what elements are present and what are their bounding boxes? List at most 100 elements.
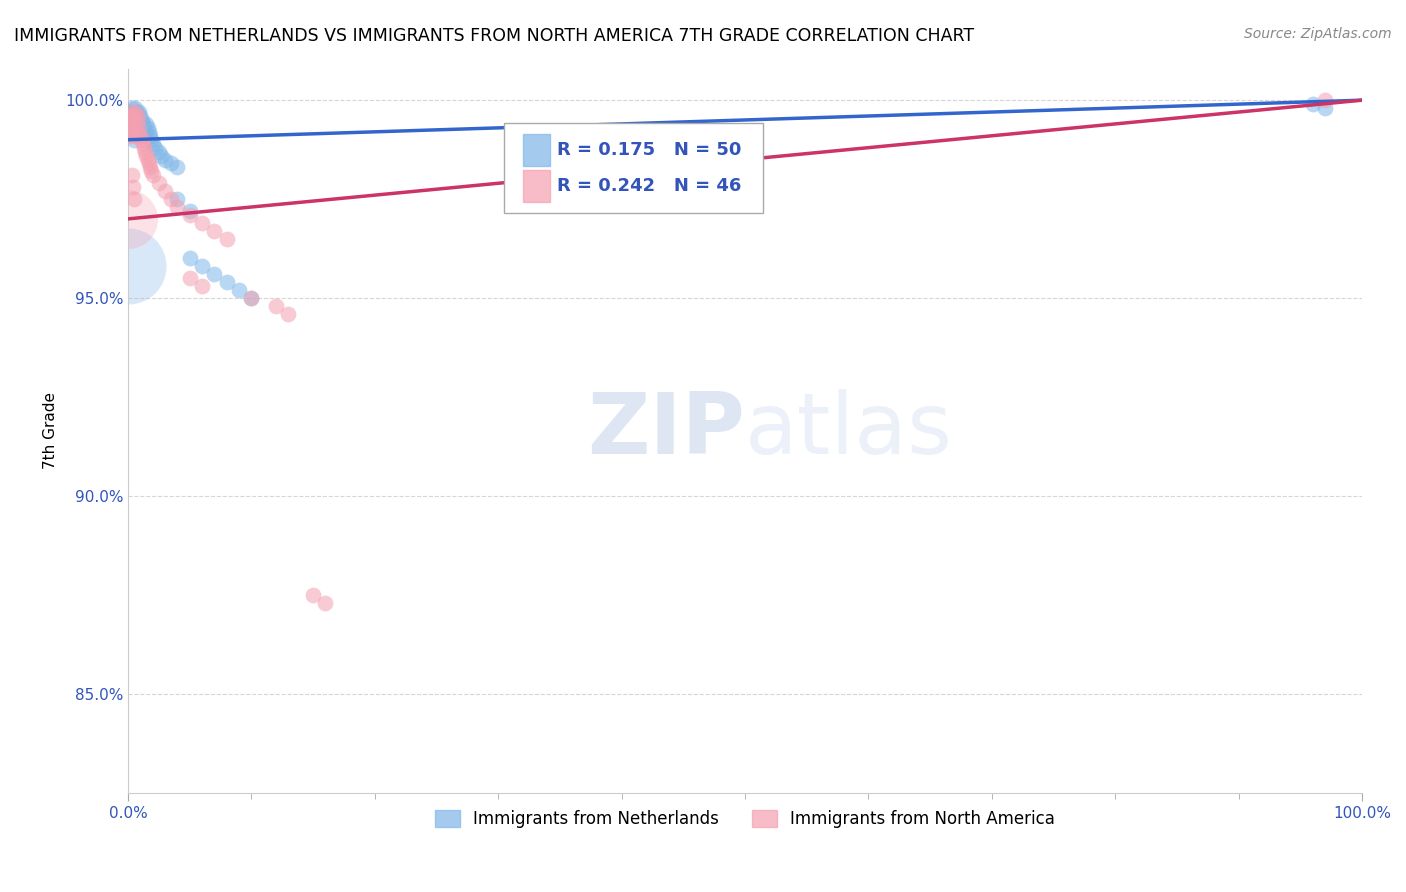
Immigrants from Netherlands bbox=[150, 148, 173, 162]
Immigrants from North America bbox=[191, 279, 214, 293]
Immigrants from North America bbox=[124, 120, 146, 135]
Immigrants from Netherlands bbox=[129, 109, 152, 123]
Immigrants from North America bbox=[124, 105, 146, 120]
Immigrants from Netherlands bbox=[138, 125, 160, 139]
Immigrants from North America bbox=[121, 180, 143, 194]
Immigrants from North America bbox=[121, 105, 143, 120]
Immigrants from North America bbox=[160, 192, 183, 206]
Immigrants from North America bbox=[134, 145, 156, 159]
Immigrants from North America bbox=[191, 216, 214, 230]
Immigrants from Netherlands bbox=[129, 125, 152, 139]
Immigrants from Netherlands bbox=[124, 101, 146, 115]
Immigrants from North America bbox=[128, 120, 150, 135]
Immigrants from Netherlands bbox=[132, 120, 155, 135]
Legend: Immigrants from Netherlands, Immigrants from North America: Immigrants from Netherlands, Immigrants … bbox=[427, 804, 1062, 835]
Point bbox=[117, 260, 139, 274]
Immigrants from Netherlands bbox=[121, 105, 143, 120]
Text: atlas: atlas bbox=[745, 389, 953, 472]
Immigrants from Netherlands bbox=[125, 105, 148, 120]
Immigrants from North America bbox=[264, 299, 287, 313]
Immigrants from Netherlands bbox=[139, 128, 162, 143]
Immigrants from Netherlands bbox=[120, 120, 142, 135]
Immigrants from Netherlands bbox=[136, 120, 159, 135]
Immigrants from Netherlands bbox=[121, 117, 143, 131]
Immigrants from Netherlands bbox=[166, 192, 188, 206]
Immigrants from North America bbox=[302, 588, 325, 602]
Immigrants from North America bbox=[166, 200, 188, 214]
Immigrants from Netherlands bbox=[166, 161, 188, 175]
Immigrants from North America bbox=[1313, 93, 1336, 107]
Immigrants from North America bbox=[122, 128, 145, 143]
Immigrants from Netherlands bbox=[141, 133, 163, 147]
Immigrants from Netherlands bbox=[160, 156, 183, 170]
Immigrants from Netherlands bbox=[118, 105, 141, 120]
Immigrants from Netherlands bbox=[128, 120, 150, 135]
Immigrants from North America bbox=[129, 128, 152, 143]
Immigrants from Netherlands bbox=[124, 125, 146, 139]
Immigrants from North America bbox=[122, 112, 145, 127]
Immigrants from Netherlands bbox=[128, 105, 150, 120]
Immigrants from North America bbox=[125, 125, 148, 139]
Immigrants from North America bbox=[118, 120, 141, 135]
Immigrants from Netherlands bbox=[153, 153, 176, 167]
Immigrants from North America bbox=[135, 148, 157, 162]
Text: R = 0.175   N = 50: R = 0.175 N = 50 bbox=[557, 141, 742, 159]
Immigrants from North America bbox=[122, 192, 145, 206]
Immigrants from Netherlands bbox=[127, 125, 149, 139]
Immigrants from Netherlands bbox=[134, 125, 156, 139]
FancyBboxPatch shape bbox=[505, 123, 763, 213]
Bar bbox=[523, 169, 550, 202]
Text: ZIP: ZIP bbox=[588, 389, 745, 472]
Immigrants from Netherlands bbox=[202, 267, 225, 281]
Immigrants from Netherlands bbox=[1313, 101, 1336, 115]
Text: IMMIGRANTS FROM NETHERLANDS VS IMMIGRANTS FROM NORTH AMERICA 7TH GRADE CORRELATI: IMMIGRANTS FROM NETHERLANDS VS IMMIGRANT… bbox=[14, 27, 974, 45]
Immigrants from North America bbox=[153, 184, 176, 198]
Immigrants from Netherlands bbox=[228, 283, 250, 297]
Immigrants from North America bbox=[179, 208, 201, 222]
Immigrants from North America bbox=[121, 169, 143, 183]
Immigrants from Netherlands bbox=[215, 275, 238, 289]
Immigrants from North America bbox=[142, 169, 165, 183]
Immigrants from Netherlands bbox=[1302, 97, 1324, 112]
Immigrants from North America bbox=[121, 109, 143, 123]
Immigrants from Netherlands bbox=[120, 109, 142, 123]
Text: Source: ZipAtlas.com: Source: ZipAtlas.com bbox=[1244, 27, 1392, 41]
Immigrants from North America bbox=[240, 291, 263, 305]
Y-axis label: 7th Grade: 7th Grade bbox=[44, 392, 58, 469]
Immigrants from North America bbox=[179, 271, 201, 285]
Immigrants from North America bbox=[139, 161, 162, 175]
Immigrants from Netherlands bbox=[131, 112, 153, 127]
Immigrants from Netherlands bbox=[125, 120, 148, 135]
Immigrants from North America bbox=[141, 164, 163, 178]
Immigrants from Netherlands bbox=[121, 112, 143, 127]
Immigrants from North America bbox=[314, 596, 336, 610]
Immigrants from Netherlands bbox=[131, 128, 153, 143]
Text: R = 0.242   N = 46: R = 0.242 N = 46 bbox=[557, 177, 742, 194]
Immigrants from Netherlands bbox=[118, 117, 141, 131]
Immigrants from North America bbox=[125, 109, 148, 123]
Immigrants from Netherlands bbox=[179, 204, 201, 219]
Immigrants from North America bbox=[132, 141, 155, 155]
Immigrants from North America bbox=[277, 307, 299, 321]
Immigrants from North America bbox=[132, 136, 155, 151]
Immigrants from Netherlands bbox=[142, 136, 165, 151]
Immigrants from Netherlands bbox=[132, 117, 155, 131]
Immigrants from Netherlands bbox=[122, 109, 145, 123]
Immigrants from North America bbox=[215, 232, 238, 246]
Immigrants from Netherlands bbox=[240, 291, 263, 305]
Immigrants from Netherlands bbox=[191, 260, 214, 274]
Immigrants from Netherlands bbox=[122, 133, 145, 147]
Immigrants from North America bbox=[120, 128, 142, 143]
Immigrants from North America bbox=[148, 176, 170, 190]
Immigrants from North America bbox=[121, 125, 143, 139]
Immigrants from North America bbox=[136, 153, 159, 167]
Immigrants from North America bbox=[202, 224, 225, 238]
Immigrants from Netherlands bbox=[121, 125, 143, 139]
Immigrants from Netherlands bbox=[179, 252, 201, 266]
Immigrants from Netherlands bbox=[121, 101, 143, 115]
Immigrants from North America bbox=[120, 112, 142, 127]
Immigrants from Netherlands bbox=[135, 117, 157, 131]
Point bbox=[117, 211, 139, 226]
Immigrants from North America bbox=[131, 133, 153, 147]
Immigrants from Netherlands bbox=[127, 112, 149, 127]
